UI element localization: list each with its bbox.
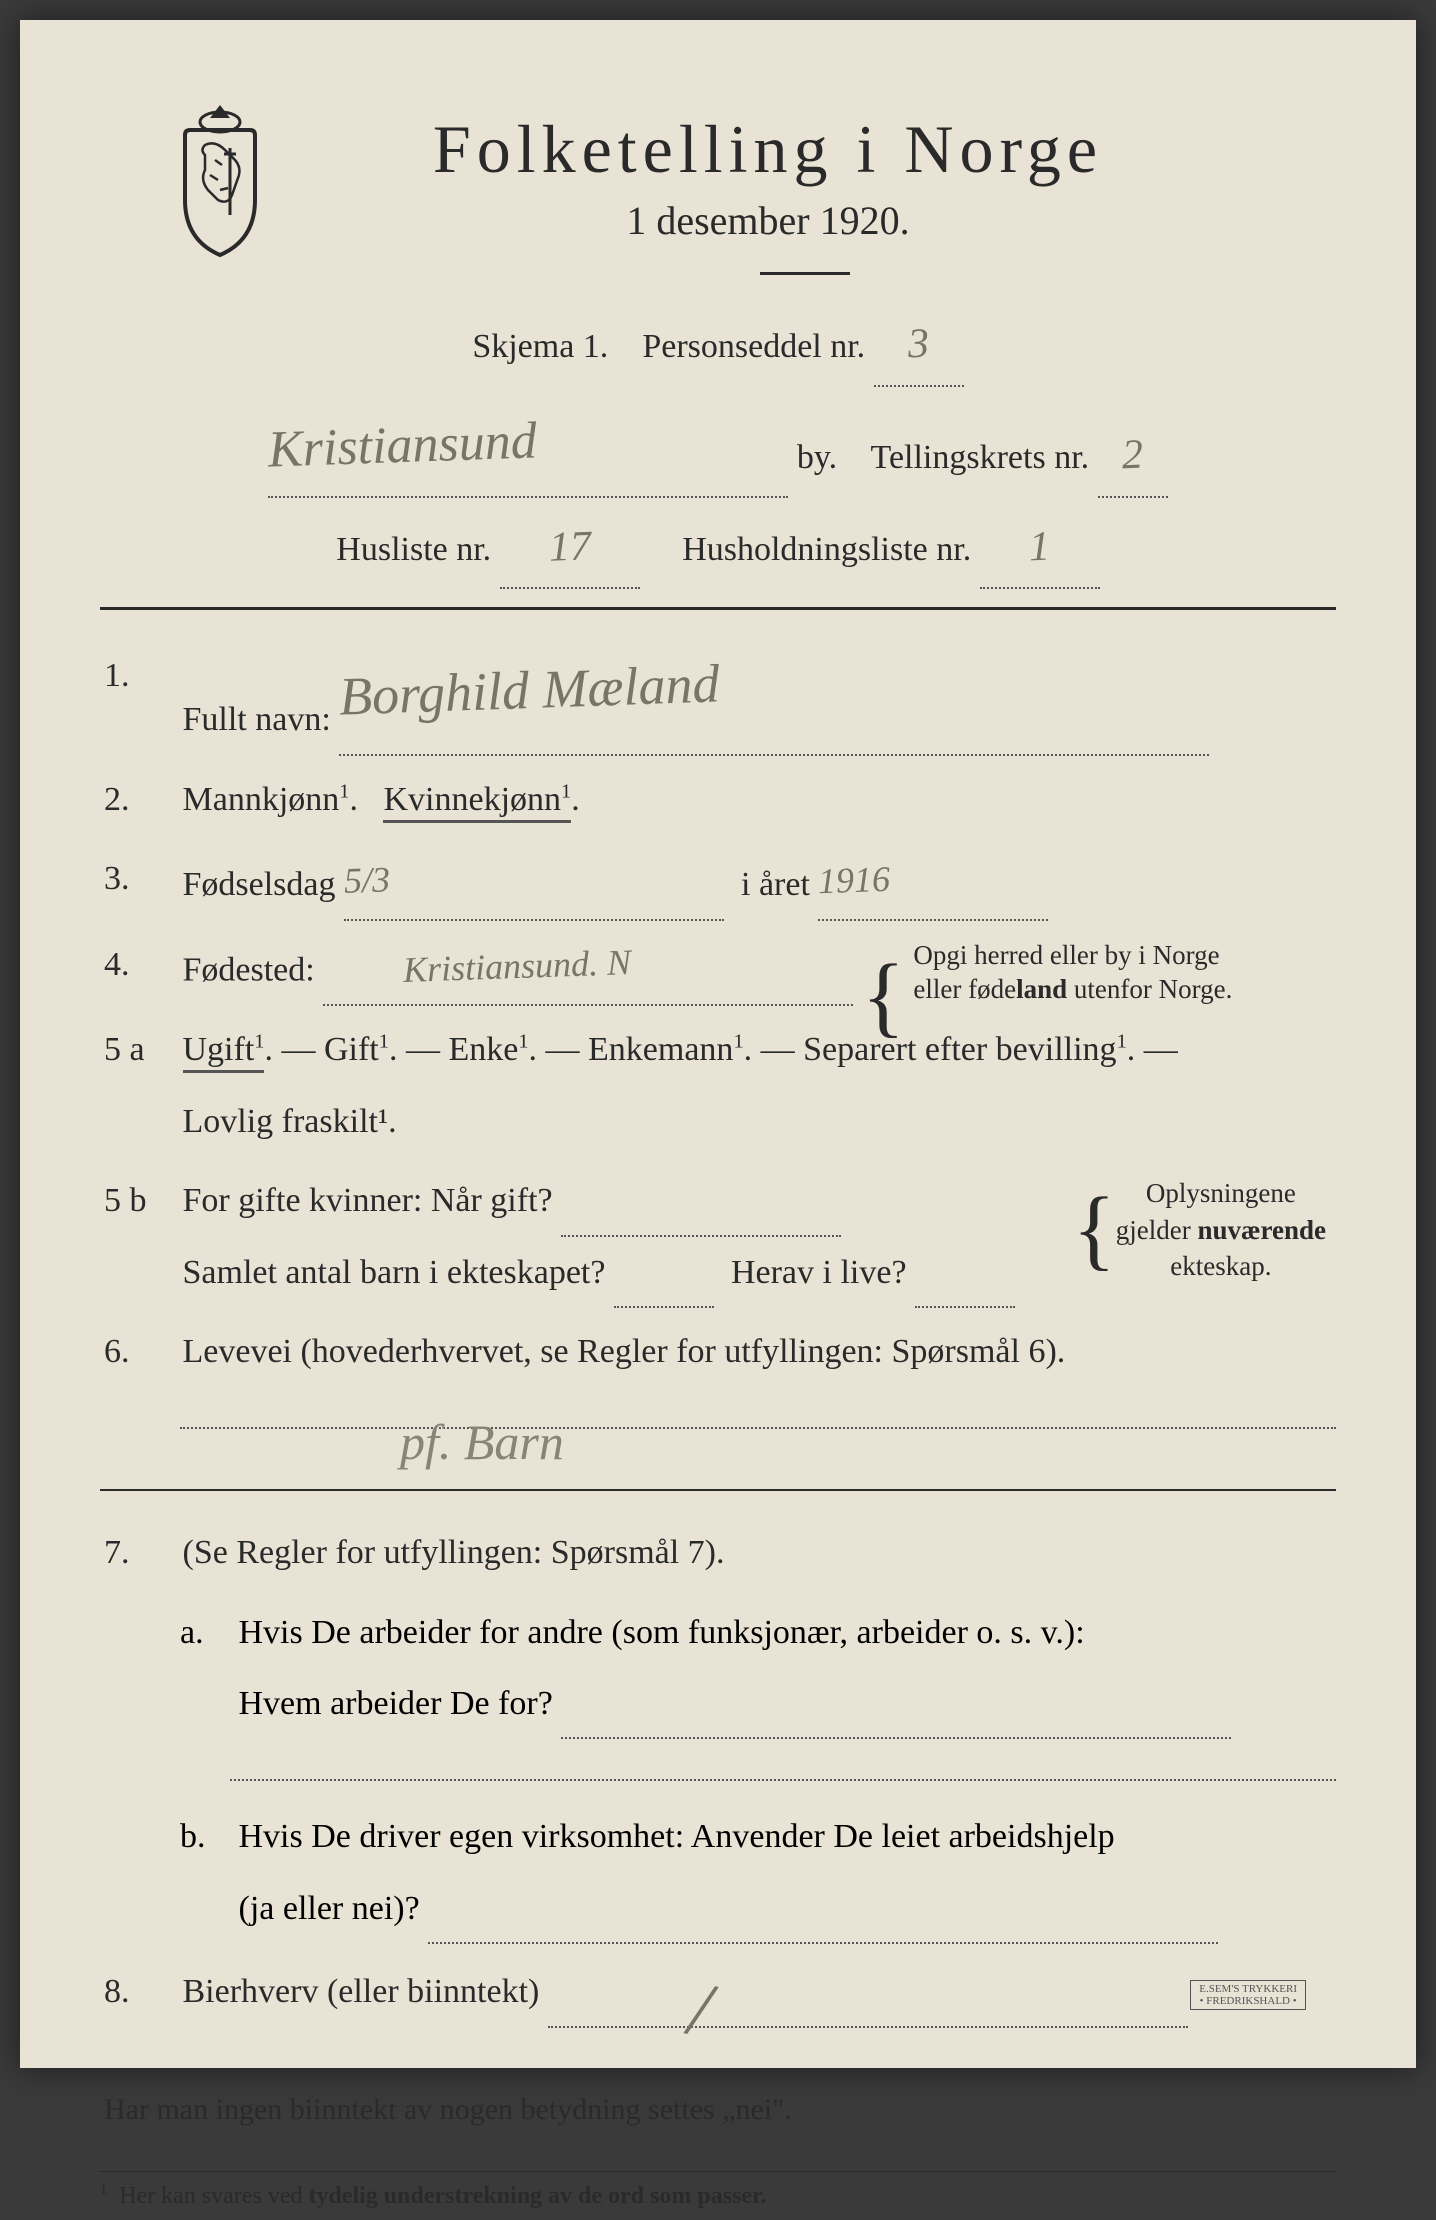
divider-mid: [100, 1489, 1336, 1491]
q5a-selected: Ugift1: [183, 1031, 265, 1073]
q7a-field: [561, 1699, 1231, 1739]
form-title: Folketelling i Norge: [200, 110, 1336, 189]
q5a-body: Ugift1. — Gift1. — Enke1. — Enkemann1. —…: [183, 1014, 1335, 1157]
q7a-label: a.: [180, 1597, 230, 1668]
q4-value: Kristiansund. N: [402, 925, 633, 1009]
by-field: Kristiansund: [268, 397, 788, 498]
form-header: Folketelling i Norge 1 desember 1920.: [100, 110, 1336, 275]
question-1: 1. Fullt navn: Borghild Mæland: [100, 640, 1336, 755]
q5b-body: For gifte kvinner: Når gift? Samlet anta…: [183, 1165, 1035, 1308]
q5a-line2: Lovlig fraskilt¹.: [183, 1103, 397, 1140]
q6-value: pf. Barn: [400, 1413, 564, 1471]
q5b-line2b: Herav i live?: [731, 1254, 907, 1291]
by-label: by.: [797, 439, 837, 476]
brace-icon: {: [1073, 1207, 1116, 1252]
q7b-label: b.: [180, 1801, 230, 1872]
by-value: Kristiansund: [267, 392, 539, 500]
title-divider: [760, 272, 850, 275]
q4-label: Fødested:: [183, 951, 315, 988]
q3-num: 3.: [104, 843, 174, 914]
q7a-extra-line: [230, 1779, 1336, 1781]
q7a-line1: Hvis De arbeider for andre (som funksjon…: [239, 1614, 1085, 1651]
tellingskrets-label: Tellingskrets nr.: [871, 439, 1090, 476]
q7b-line2: (ja eller nei)?: [239, 1890, 420, 1927]
form-meta: Skjema 1. Personseddel nr. 3 Kristiansun…: [100, 305, 1336, 589]
husliste-field: 17: [500, 508, 640, 590]
question-7a: a. Hvis De arbeider for andre (som funks…: [180, 1597, 1336, 1740]
q4-note: Opgi herred eller by i Norge eller fødel…: [913, 939, 1283, 1007]
question-4: 4. Fødested: Kristiansund. N { Opgi herr…: [100, 929, 1336, 1007]
husholdningsliste-value: 1: [1028, 507, 1052, 587]
q5b-line2a: Samlet antal barn i ekteskapet?: [183, 1254, 606, 1291]
q3-year-field: 1916: [818, 843, 1048, 921]
q7-num: 7.: [104, 1517, 174, 1588]
q6-line: [180, 1427, 1336, 1429]
q5a-num: 5 a: [104, 1014, 174, 1085]
q7b-field: [428, 1904, 1218, 1944]
q3-year-label: i året: [741, 866, 810, 903]
q1-value: Borghild Mæland: [337, 628, 721, 755]
personseddel-label: Personseddel nr.: [642, 328, 865, 365]
form-subtitle: 1 desember 1920.: [200, 197, 1336, 244]
meta-row-1: Skjema 1. Personseddel nr. 3: [100, 305, 1336, 387]
coat-of-arms-icon: [160, 100, 280, 260]
q5b-note-wrap: { Oplysningene gjelder nuværende ekteska…: [1073, 1175, 1326, 1284]
question-3: 3. Fødselsdag 5/3 i året 1916: [100, 843, 1336, 921]
q2-option-a: Mannkjønn1.: [183, 781, 358, 818]
meta-row-2: Kristiansund by. Tellingskrets nr. 2: [100, 397, 1336, 498]
q5b-num: 5 b: [104, 1165, 174, 1236]
question-5a: 5 a Ugift1. — Gift1. — Enke1. — Enkemann…: [100, 1014, 1336, 1157]
q3-label: Fødselsdag: [183, 866, 336, 903]
personseddel-nr-value: 3: [907, 305, 931, 385]
husholdningsliste-field: 1: [980, 508, 1100, 590]
q2-option-b-selected: Kvinnekjønn1: [383, 781, 571, 823]
tellingskrets-value: 2: [1121, 415, 1145, 495]
q5b-line1: For gifte kvinner: Når gift?: [183, 1182, 553, 1219]
skjema-label: Skjema 1.: [472, 328, 608, 365]
husliste-label: Husliste nr.: [336, 531, 491, 568]
q3-year-value: 1916: [817, 842, 892, 920]
q6-label: Levevei (hovederhvervet, se Regler for u…: [183, 1333, 1066, 1370]
brace-icon: {: [862, 974, 905, 1019]
census-form-page: Folketelling i Norge 1 desember 1920. Sk…: [20, 20, 1416, 2068]
q3-day-field: 5/3: [344, 843, 724, 921]
q5b-live-field: [915, 1268, 1015, 1308]
question-5b: 5 b For gifte kvinner: Når gift? Samlet …: [100, 1165, 1336, 1308]
q8-field: [548, 1988, 1188, 2028]
q6-answer-wrap: pf. Barn: [100, 1427, 1336, 1429]
tellingskrets-field: 2: [1098, 416, 1168, 498]
husholdningsliste-label: Husholdningsliste nr.: [682, 531, 971, 568]
q7b-line1: Hvis De driver egen virksomhet: Anvender…: [239, 1818, 1115, 1855]
q4-num: 4.: [104, 929, 174, 1000]
question-7b: b. Hvis De driver egen virksomhet: Anven…: [180, 1801, 1336, 1944]
q5b-barn-field: [614, 1268, 714, 1308]
q7-label: (Se Regler for utfyllingen: Spørsmål 7).: [183, 1534, 725, 1571]
q4-field: Kristiansund. N: [323, 929, 853, 1007]
question-8: 8. Bierhverv (eller biinntekt) /: [100, 1956, 1336, 2027]
q5b-note: Oplysningene gjelder nuværende ekteskap.: [1116, 1175, 1326, 1284]
q3-day-value: 5/3: [343, 842, 392, 919]
personseddel-nr-field: 3: [874, 305, 964, 387]
q8-num: 8.: [104, 1956, 174, 2027]
q1-field: Borghild Mæland: [339, 640, 1209, 755]
question-7: 7. (Se Regler for utfyllingen: Spørsmål …: [100, 1517, 1336, 1588]
q5b-gift-field: [561, 1197, 841, 1237]
q8-label: Bierhverv (eller biinntekt): [183, 1973, 540, 2010]
q7a-line2: Hvem arbeider De for?: [239, 1685, 553, 1722]
question-6: 6. Levevei (hovederhvervet, se Regler fo…: [100, 1316, 1336, 1387]
footnote: 1 Her kan svares ved tydelig understrekn…: [100, 2172, 1336, 2220]
q1-num: 1.: [104, 640, 174, 711]
form-content: Folketelling i Norge 1 desember 1920. Sk…: [100, 110, 1336, 2028]
divider-top: [100, 607, 1336, 610]
husliste-value: 17: [547, 507, 592, 588]
q2-num: 2.: [104, 764, 174, 835]
meta-row-3: Husliste nr. 17 Husholdningsliste nr. 1: [100, 508, 1336, 590]
q6-num: 6.: [104, 1316, 174, 1387]
printer-mark: E.SEM'S TRYKKERI • FREDRIKSHALD •: [1190, 1980, 1306, 2010]
footer-note: Har man ingen biinntekt av nogen betydni…: [100, 2078, 1336, 2141]
q1-label: Fullt navn:: [183, 701, 331, 738]
question-2: 2. Mannkjønn1. Kvinnekjønn1.: [100, 764, 1336, 835]
